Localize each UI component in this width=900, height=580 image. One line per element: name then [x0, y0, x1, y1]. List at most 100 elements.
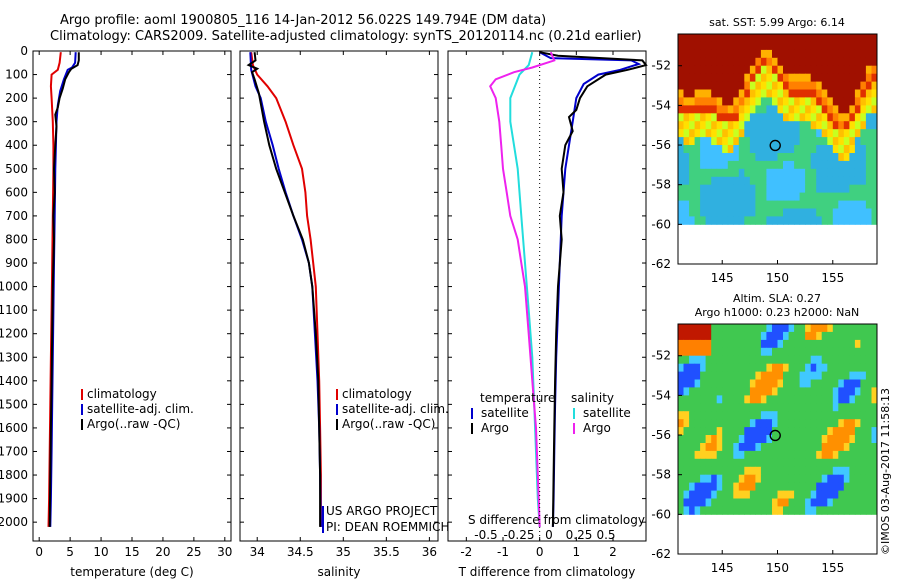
map-cell [689, 355, 696, 365]
map-cell [783, 57, 789, 67]
map-cell [865, 160, 872, 170]
map-cell [738, 145, 745, 154]
map-cell [832, 435, 839, 444]
map-cell [783, 137, 789, 146]
map-cell [810, 339, 817, 349]
map-cell [832, 363, 839, 373]
map-cell [805, 192, 812, 201]
map-cell [871, 145, 878, 154]
map-cell [727, 411, 734, 420]
map-cell [816, 176, 823, 186]
map-cell [799, 105, 806, 114]
map-cell [783, 200, 789, 209]
map-cell [733, 435, 740, 444]
map-cell [827, 160, 834, 170]
map-cell [716, 168, 723, 178]
map-cell [694, 395, 701, 404]
map-cell [738, 129, 745, 138]
map-cell [722, 387, 729, 396]
map-cell [783, 160, 789, 170]
map-cell [722, 498, 729, 507]
map-cell [766, 97, 773, 106]
map-cell [766, 411, 773, 420]
map-cell [766, 160, 773, 170]
map-cell [744, 443, 751, 452]
legend-label: satellite-adj. clim. [342, 402, 449, 416]
map-cell [843, 168, 850, 178]
map-cell [821, 49, 828, 59]
map-cell [700, 145, 707, 154]
map-cell [727, 216, 734, 225]
map-cell [755, 355, 762, 365]
map-cell [849, 506, 856, 515]
map-cell [799, 121, 806, 130]
map-cell [794, 498, 801, 507]
map-cell [772, 200, 778, 209]
map-cell [816, 200, 823, 209]
map-cell [810, 192, 817, 201]
map-cell [727, 89, 734, 98]
map-cell [772, 153, 778, 162]
x-tick-label: 1 [573, 545, 581, 559]
map-cell [816, 73, 823, 83]
map-cell [727, 81, 734, 90]
map-cell [821, 73, 828, 83]
map-cell [689, 387, 696, 396]
map-cell [772, 458, 778, 468]
map-cell [799, 208, 806, 217]
map-cell [733, 355, 740, 365]
map-cell [716, 498, 723, 507]
map-cell [783, 443, 789, 452]
map-y-tick-label: -56 [651, 428, 671, 442]
map-cell [738, 403, 745, 412]
map-cell [871, 34, 878, 43]
map-cell [827, 347, 834, 357]
map-cell [849, 184, 856, 194]
map-cell [860, 184, 867, 194]
map-cell [854, 89, 861, 98]
map-cell [689, 466, 696, 476]
map-cell [827, 387, 834, 396]
map-cell [805, 339, 812, 349]
map-cell [700, 176, 707, 186]
map-cell [689, 498, 696, 507]
map-cell [678, 121, 684, 130]
map-cell [744, 482, 751, 491]
plot-frame [239, 50, 439, 542]
map-cell [683, 324, 690, 333]
map-cell [755, 89, 762, 98]
x-tick-label: 35.5 [373, 545, 400, 559]
map-cell [799, 395, 806, 404]
y-tick-label: 1800 [0, 468, 28, 482]
map-cell [827, 339, 834, 349]
map-cell [871, 395, 878, 404]
map-cell [865, 403, 872, 412]
map-cell [727, 73, 734, 83]
map-cell [694, 355, 701, 365]
map-cell [838, 324, 845, 333]
map-cell [783, 482, 789, 491]
map-cell [860, 443, 867, 452]
map-cell [794, 121, 801, 130]
map-cell [799, 73, 806, 83]
map-cell [772, 387, 778, 396]
map-cell [749, 403, 756, 412]
map-cell [722, 200, 729, 209]
map-cell [711, 81, 718, 90]
map-cell [694, 34, 701, 43]
map-cell [689, 331, 696, 341]
map-cell [783, 355, 789, 365]
map-cell [849, 81, 856, 90]
map-x-tick-label: 155 [821, 561, 844, 575]
map-cell [678, 347, 684, 357]
map-cell [733, 65, 740, 75]
map-cell [705, 347, 712, 357]
map-cell [689, 73, 696, 83]
map-cell [871, 506, 878, 515]
map-cell [821, 65, 828, 75]
map-cell [772, 176, 778, 186]
map-cell [727, 371, 734, 380]
map-cell [816, 490, 823, 499]
map-cell [716, 474, 723, 484]
map-cell [805, 153, 812, 162]
